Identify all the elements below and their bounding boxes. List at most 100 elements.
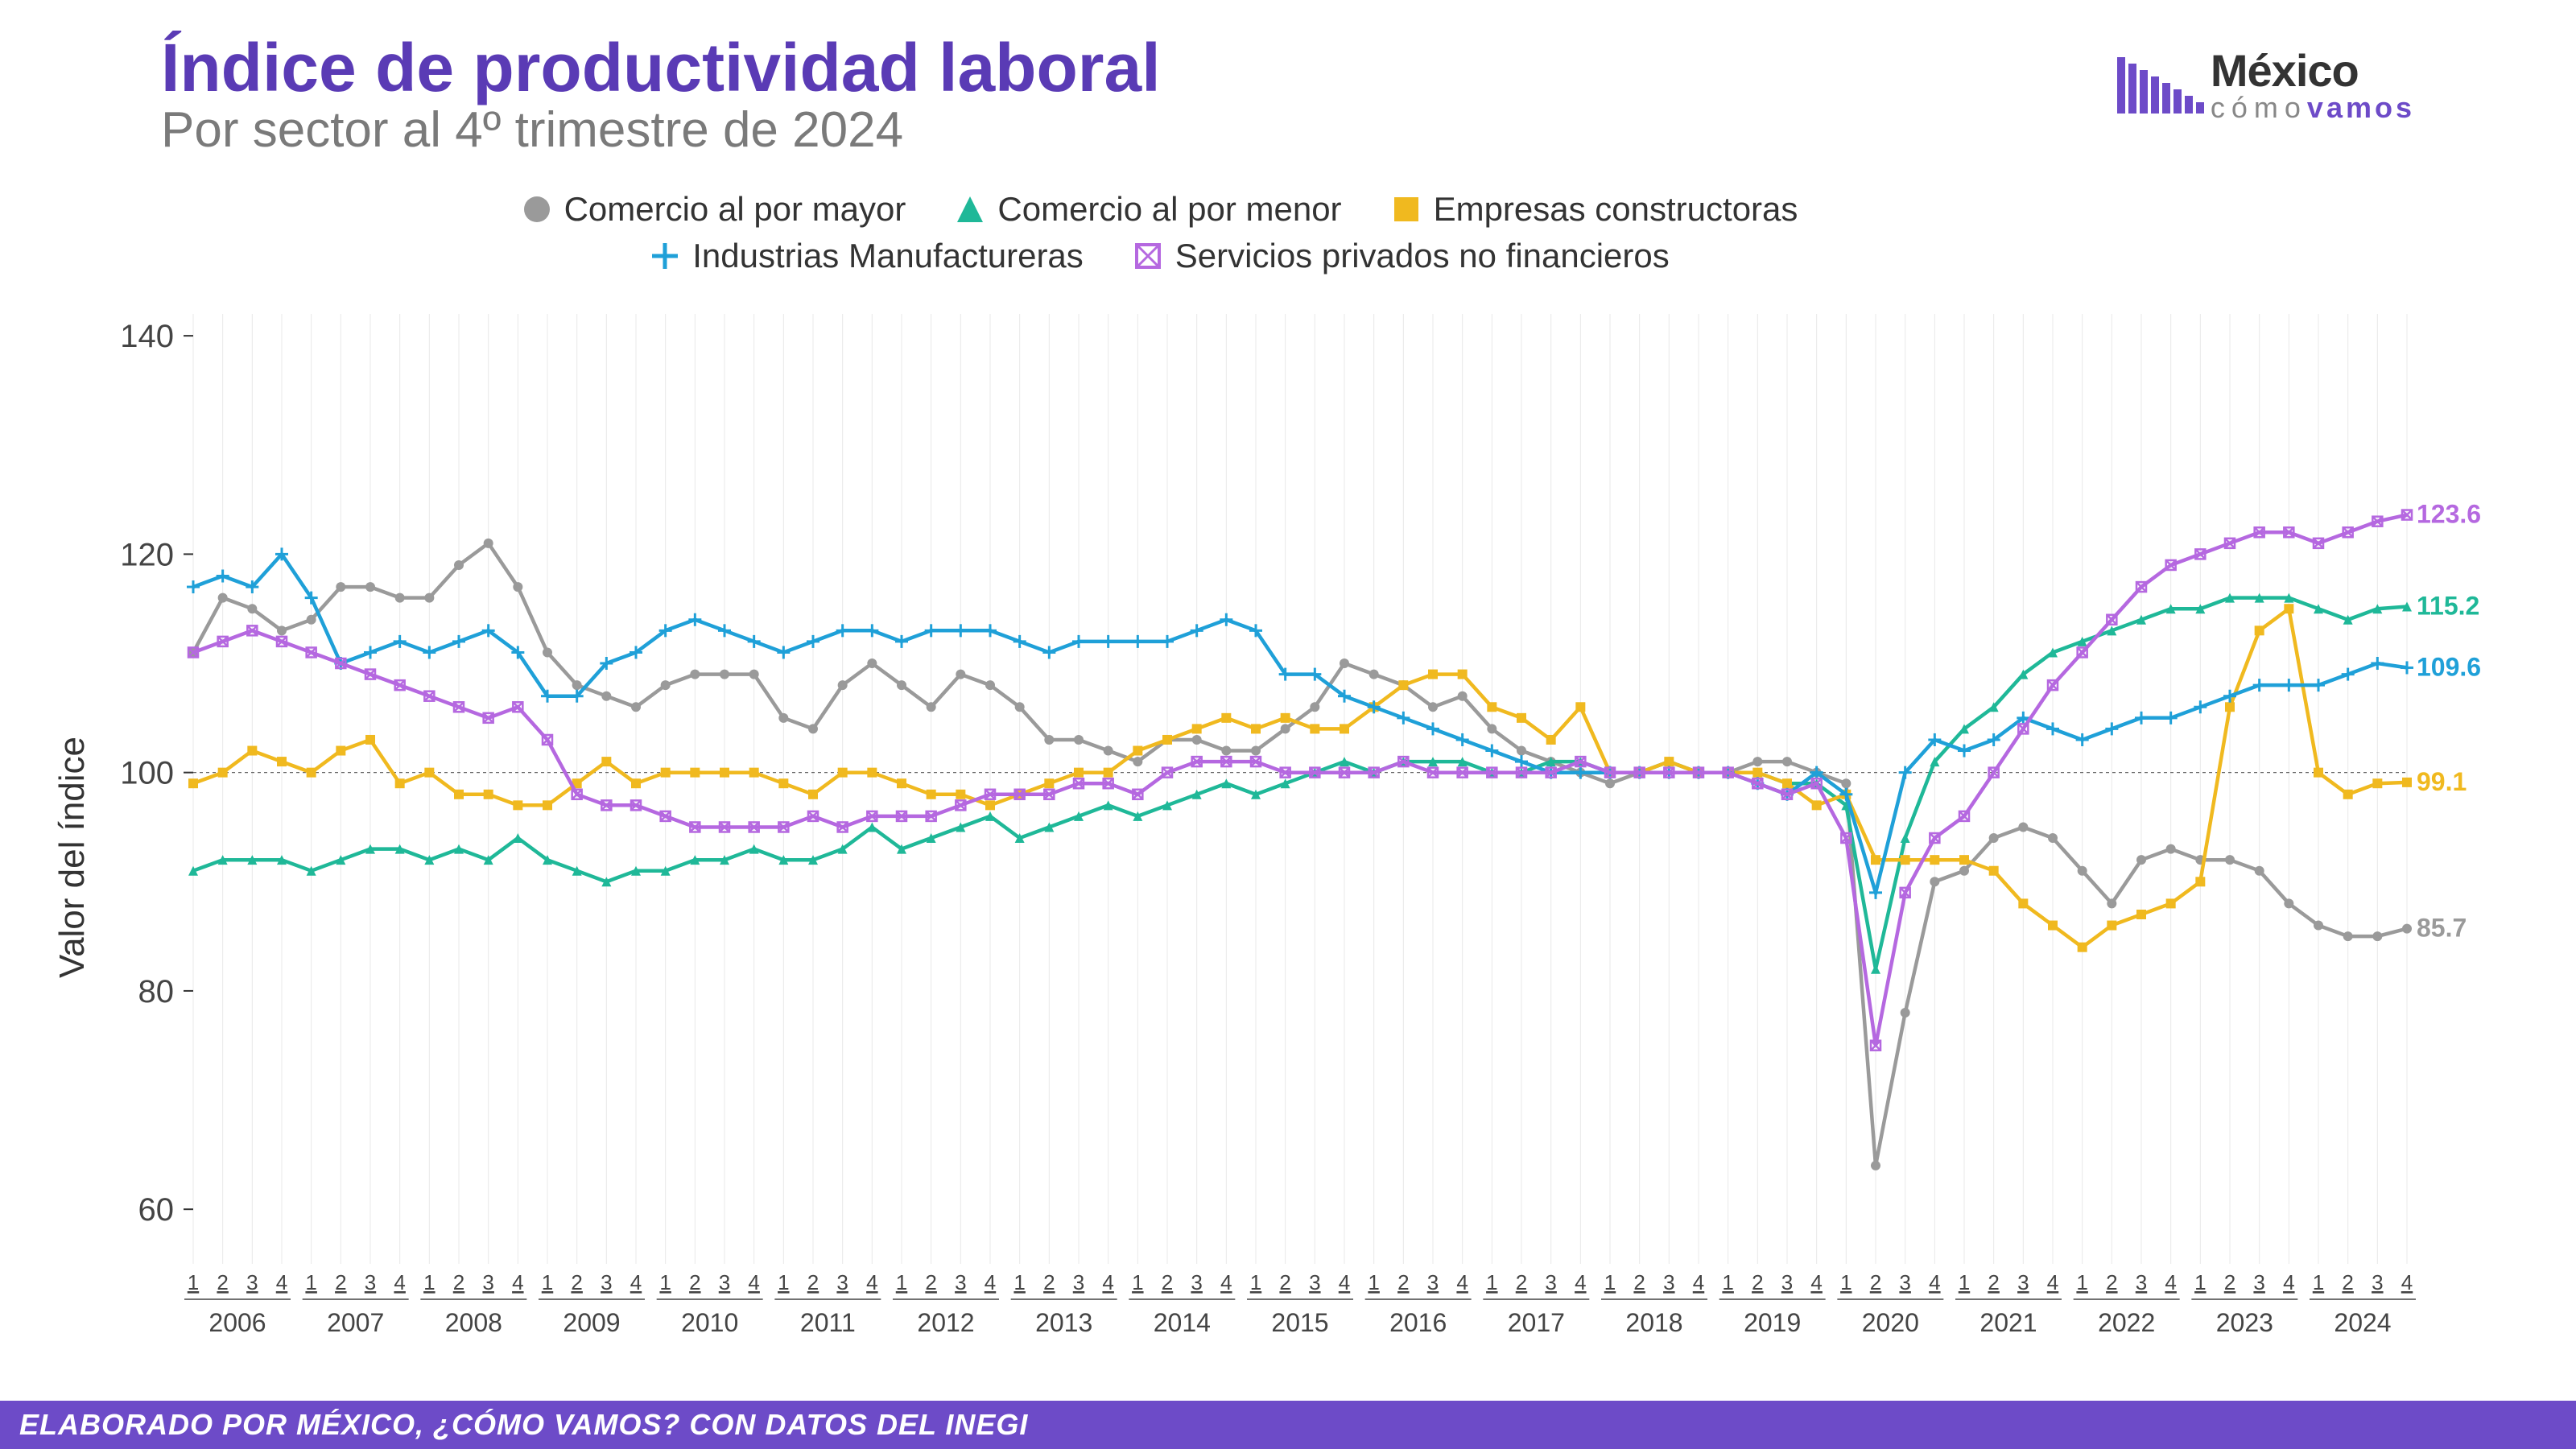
svg-text:2: 2 <box>689 1270 700 1294</box>
line-chart: 6080100120140123420061234200712342008123… <box>80 306 2528 1368</box>
svg-text:2018: 2018 <box>1625 1308 1682 1337</box>
logo: México cómovamos <box>2117 48 2415 122</box>
svg-text:2: 2 <box>1752 1270 1763 1294</box>
svg-text:4: 4 <box>1693 1270 1704 1294</box>
footer-credit: ELABORADO POR MÉXICO, ¿CÓMO VAMOS? CON D… <box>0 1401 2576 1449</box>
svg-text:1: 1 <box>1840 1270 1852 1294</box>
svg-text:4: 4 <box>2047 1270 2058 1294</box>
svg-text:2021: 2021 <box>1979 1308 2037 1337</box>
legend-marker-icon <box>649 240 681 272</box>
svg-text:2: 2 <box>1397 1270 1409 1294</box>
svg-text:4: 4 <box>2401 1270 2413 1294</box>
svg-text:1: 1 <box>1250 1270 1261 1294</box>
svg-text:2024: 2024 <box>2334 1308 2391 1337</box>
svg-text:3: 3 <box>2372 1270 2383 1294</box>
svg-text:2010: 2010 <box>681 1308 738 1337</box>
svg-text:1: 1 <box>188 1270 199 1294</box>
legend-label: Empresas constructoras <box>1434 190 1798 229</box>
svg-text:4: 4 <box>1810 1270 1822 1294</box>
svg-text:60: 60 <box>138 1192 175 1228</box>
legend-label: Comercio al por menor <box>997 190 1341 229</box>
legend-marker-icon <box>1132 240 1164 272</box>
legend-item-construc: Empresas constructoras <box>1390 190 1798 229</box>
svg-text:2006: 2006 <box>208 1308 266 1337</box>
svg-text:3: 3 <box>1899 1270 1910 1294</box>
legend-item-menor: Comercio al por menor <box>954 190 1341 229</box>
svg-text:1: 1 <box>896 1270 907 1294</box>
svg-text:3: 3 <box>1545 1270 1556 1294</box>
svg-text:1: 1 <box>2194 1270 2206 1294</box>
legend-label: Industrias Manufactureras <box>692 237 1084 275</box>
chart-title: Índice de productividad laboral <box>161 32 2117 103</box>
svg-text:3: 3 <box>246 1270 258 1294</box>
svg-text:2017: 2017 <box>1508 1308 1565 1337</box>
svg-text:3: 3 <box>836 1270 848 1294</box>
y-axis-label: Valor del índice <box>52 737 93 978</box>
svg-text:4: 4 <box>2283 1270 2294 1294</box>
svg-text:1: 1 <box>659 1270 671 1294</box>
svg-text:4: 4 <box>1102 1270 1113 1294</box>
svg-text:4: 4 <box>1220 1270 1232 1294</box>
svg-text:3: 3 <box>1073 1270 1084 1294</box>
svg-text:2: 2 <box>1988 1270 1999 1294</box>
svg-text:80: 80 <box>138 974 175 1009</box>
svg-text:3: 3 <box>2017 1270 2029 1294</box>
svg-text:2: 2 <box>2224 1270 2235 1294</box>
svg-text:4: 4 <box>1575 1270 1586 1294</box>
svg-text:1: 1 <box>1132 1270 1143 1294</box>
svg-text:4: 4 <box>1339 1270 1350 1294</box>
series-end-label-servicios: 123.6 <box>2417 500 2481 529</box>
svg-text:3: 3 <box>1663 1270 1674 1294</box>
svg-text:2011: 2011 <box>800 1308 856 1337</box>
svg-text:3: 3 <box>1427 1270 1439 1294</box>
svg-text:3: 3 <box>1781 1270 1793 1294</box>
svg-text:1: 1 <box>1486 1270 1497 1294</box>
svg-text:4: 4 <box>630 1270 642 1294</box>
legend-item-servicios: Servicios privados no financieros <box>1132 237 1670 275</box>
legend: Comercio al por mayor Comercio al por men… <box>0 174 2093 299</box>
svg-text:1: 1 <box>1368 1270 1379 1294</box>
svg-text:1: 1 <box>2313 1270 2324 1294</box>
legend-marker-icon <box>1390 193 1422 225</box>
svg-text:1: 1 <box>778 1270 789 1294</box>
svg-text:2: 2 <box>1162 1270 1173 1294</box>
svg-text:2007: 2007 <box>327 1308 384 1337</box>
svg-text:2: 2 <box>453 1270 464 1294</box>
svg-text:100: 100 <box>120 756 174 791</box>
series-end-label-construc: 99.1 <box>2417 767 2467 796</box>
chart-subtitle: Por sector al 4º trimestre de 2024 <box>161 103 2117 158</box>
svg-text:2: 2 <box>1279 1270 1290 1294</box>
svg-text:1: 1 <box>542 1270 553 1294</box>
svg-text:120: 120 <box>120 537 174 572</box>
svg-text:2: 2 <box>807 1270 819 1294</box>
svg-text:1: 1 <box>305 1270 316 1294</box>
svg-text:3: 3 <box>2136 1270 2147 1294</box>
svg-text:2: 2 <box>1870 1270 1881 1294</box>
svg-text:3: 3 <box>719 1270 730 1294</box>
svg-text:1: 1 <box>1013 1270 1025 1294</box>
svg-text:1: 1 <box>1959 1270 1970 1294</box>
svg-text:3: 3 <box>482 1270 493 1294</box>
legend-marker-icon <box>954 193 986 225</box>
svg-text:2022: 2022 <box>2098 1308 2155 1337</box>
svg-text:1: 1 <box>423 1270 435 1294</box>
series-line-mayor <box>193 543 2407 1166</box>
legend-marker-icon <box>521 193 553 225</box>
svg-text:4: 4 <box>2165 1270 2176 1294</box>
svg-text:140: 140 <box>120 319 174 354</box>
legend-label: Servicios privados no financieros <box>1175 237 1670 275</box>
svg-text:2012: 2012 <box>917 1308 974 1337</box>
series-end-label-manuf: 109.6 <box>2417 652 2481 681</box>
svg-text:3: 3 <box>955 1270 966 1294</box>
svg-text:2: 2 <box>335 1270 346 1294</box>
logo-bars-icon <box>2117 57 2204 114</box>
svg-text:2020: 2020 <box>1862 1308 1919 1337</box>
svg-text:3: 3 <box>365 1270 376 1294</box>
legend-label: Comercio al por mayor <box>564 190 906 229</box>
svg-text:3: 3 <box>1309 1270 1320 1294</box>
svg-text:2016: 2016 <box>1389 1308 1447 1337</box>
legend-item-mayor: Comercio al por mayor <box>521 190 906 229</box>
svg-text:2008: 2008 <box>445 1308 502 1337</box>
series-end-label-mayor: 85.7 <box>2417 914 2467 943</box>
svg-text:4: 4 <box>512 1270 523 1294</box>
